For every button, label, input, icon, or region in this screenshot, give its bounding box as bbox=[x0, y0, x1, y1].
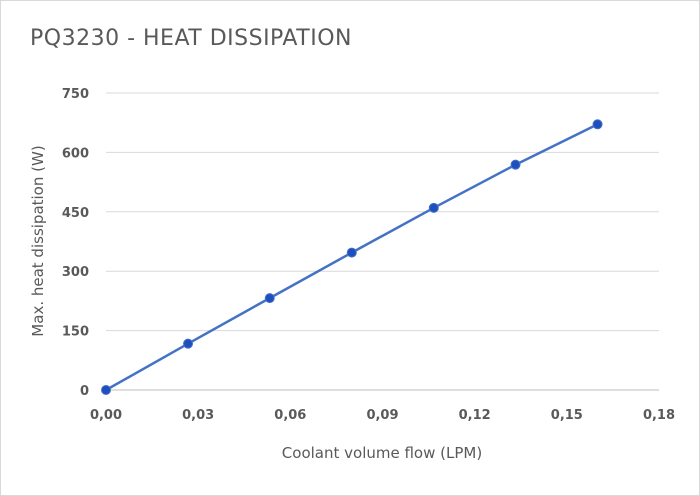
x-tick-label: 0,18 bbox=[643, 408, 675, 423]
data-point bbox=[183, 338, 194, 349]
data-point bbox=[592, 119, 603, 130]
x-axis-label: Coolant volume flow (LPM) bbox=[282, 444, 482, 462]
x-tick-label: 0,03 bbox=[182, 408, 214, 423]
data-point bbox=[101, 385, 111, 395]
y-tick-label: 300 bbox=[62, 265, 89, 280]
x-tick-labels: 0,00 0,03 0,06 0,09 0,12 0,15 0,18 bbox=[90, 408, 675, 423]
x-tick-label: 0,06 bbox=[274, 408, 306, 423]
chart-title: PQ3230 - HEAT DISSIPATION bbox=[30, 26, 352, 51]
x-tick-label: 0,00 bbox=[90, 408, 122, 423]
y-tick-label: 750 bbox=[62, 87, 89, 102]
series-layer bbox=[101, 119, 603, 395]
x-tick-label: 0,09 bbox=[366, 408, 398, 423]
data-point bbox=[428, 202, 439, 213]
x-tick-label: 0,12 bbox=[459, 408, 491, 423]
y-tick-label: 450 bbox=[62, 206, 89, 221]
gridlines bbox=[106, 92, 659, 391]
x-tick-label: 0,15 bbox=[551, 408, 583, 423]
data-point bbox=[510, 159, 521, 170]
data-point bbox=[346, 247, 357, 258]
y-tick-labels: 0 150 300 450 600 750 bbox=[62, 87, 89, 399]
data-point bbox=[264, 293, 275, 304]
y-tick-label: 150 bbox=[62, 325, 89, 340]
y-tick-label: 0 bbox=[80, 384, 89, 399]
y-tick-label: 600 bbox=[62, 146, 89, 161]
y-axis-label: Max. heat dissipation (W) bbox=[29, 145, 47, 336]
